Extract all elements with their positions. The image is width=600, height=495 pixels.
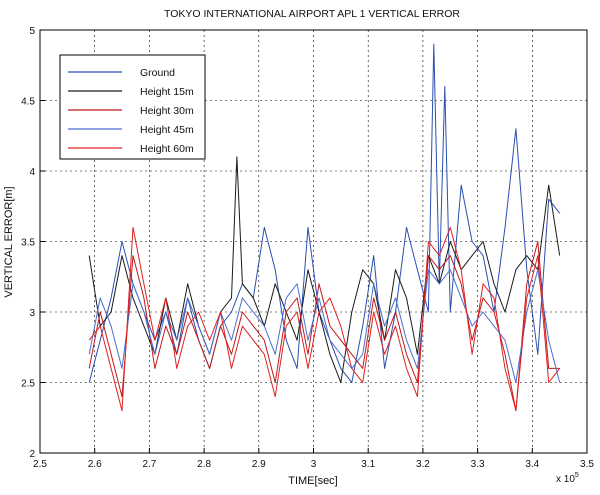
x-tick-label: 3.2: [416, 459, 430, 470]
y-ticks: 2 2.5 3 3.5 4 4.5 5: [21, 26, 45, 460]
y-tick-label: 3.5: [21, 238, 35, 249]
x-tick-label: 2.6: [88, 459, 102, 470]
x-tick-label: 3.1: [361, 459, 375, 470]
x-multiplier: x 105: [556, 472, 579, 485]
legend-label: Height 45m: [140, 124, 194, 136]
series-line-height-45m: [88, 269, 561, 383]
legend-box: [59, 54, 206, 160]
legend: Ground Height 15m Height 30m Height 45m Heig…: [59, 54, 206, 160]
y-tick-label: 2.5: [21, 379, 35, 390]
y-axis-label: VERTICAL ERROR[m]: [3, 186, 15, 297]
x-tick-label: 2.5: [33, 459, 47, 470]
x-ticks: 2.5 2.6 2.7 2.8 2.9 3 3.1 3.2 3.3 3.4 3.5: [33, 448, 594, 470]
y-tick-label: 2: [29, 449, 35, 460]
x-tick-label: 2.7: [142, 459, 156, 470]
x-tick-label: 3.3: [471, 459, 485, 470]
x-multiplier-base: x 10: [556, 474, 575, 485]
x-tick-label: 3: [311, 459, 317, 470]
legend-label: Ground: [140, 67, 175, 79]
x-tick-label: 2.8: [197, 459, 211, 470]
x-tick-label: 3.4: [525, 459, 539, 470]
legend-label: Height 60m: [140, 143, 194, 155]
series-line-height-60m: [88, 226, 561, 412]
y-tick-label: 4.5: [21, 97, 35, 108]
x-multiplier-exp: 5: [575, 472, 579, 479]
y-tick-label: 4: [29, 167, 35, 178]
legend-label: Height 30m: [140, 105, 194, 117]
y-tick-label: 5: [29, 26, 35, 37]
y-tick-label: 3: [29, 308, 35, 319]
chart-title: TOKYO INTERNATIONAL AIRPORT APL 1 VERTIC…: [164, 8, 460, 20]
series-lines: [88, 43, 561, 412]
x-tick-label: 2.9: [252, 459, 266, 470]
legend-label: Height 15m: [140, 86, 194, 98]
x-tick-label: 3.5: [580, 459, 594, 470]
x-axis-label: TIME[sec]: [288, 475, 338, 487]
